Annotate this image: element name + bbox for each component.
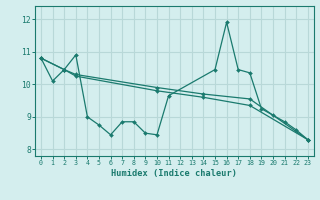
- X-axis label: Humidex (Indice chaleur): Humidex (Indice chaleur): [111, 169, 237, 178]
